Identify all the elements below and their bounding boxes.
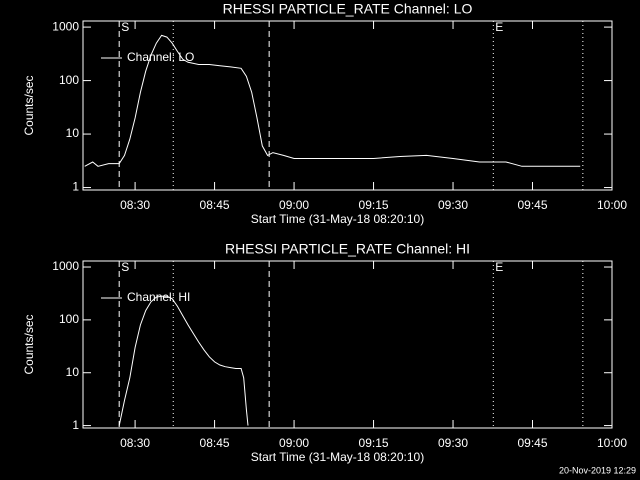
marker-label: E <box>495 260 503 274</box>
x-tick-label: 08:45 <box>200 198 230 212</box>
x-axis-label: Start Time (31-May-18 08:20:10) <box>251 212 424 226</box>
x-tick-label: 10:00 <box>597 436 627 450</box>
x-tick-label: 09:00 <box>279 436 309 450</box>
legend-label: Channel: HI <box>127 290 190 304</box>
y-tick-label: 100 <box>59 312 79 326</box>
y-axis-label: Counts/sec <box>22 75 36 135</box>
x-tick-label: 08:45 <box>200 436 230 450</box>
y-tick-label: 1 <box>72 180 79 194</box>
data-line <box>84 34 581 167</box>
x-tick-label: 09:15 <box>359 198 389 212</box>
marker-label: S <box>121 20 129 34</box>
x-tick-label: 09:30 <box>438 436 468 450</box>
y-axis-label: Counts/sec <box>22 314 36 374</box>
legend-label: Channel: LO <box>127 50 194 64</box>
x-tick-label: 09:15 <box>359 436 389 450</box>
x-tick-label: 09:45 <box>517 198 547 212</box>
chart-title: RHESSI PARTICLE_RATE Channel: LO <box>223 1 473 17</box>
plot-frame <box>82 20 613 191</box>
x-tick-label: 09:30 <box>438 198 468 212</box>
y-tick-label: 100 <box>59 73 79 87</box>
x-tick-label: 10:00 <box>597 198 627 212</box>
marker-label: S <box>121 260 129 274</box>
marker-label: E <box>495 20 503 34</box>
y-tick-label: 10 <box>66 126 80 140</box>
x-tick-label: 08:30 <box>120 436 150 450</box>
x-axis-label: Start Time (31-May-18 08:20:10) <box>251 450 424 464</box>
data-line <box>118 295 249 426</box>
y-tick-label: 10 <box>66 365 80 379</box>
x-tick-label: 09:45 <box>517 436 547 450</box>
plot-frame <box>82 260 613 429</box>
chart-title: RHESSI PARTICLE_RATE Channel: HI <box>225 241 470 257</box>
x-tick-label: 08:30 <box>120 198 150 212</box>
footer: 20-Nov-2019 12:29 <box>559 465 636 475</box>
y-tick-label: 1000 <box>52 259 79 273</box>
x-tick-label: 09:00 <box>279 198 309 212</box>
y-tick-label: 1 <box>72 418 79 432</box>
y-tick-label: 1000 <box>52 19 79 33</box>
